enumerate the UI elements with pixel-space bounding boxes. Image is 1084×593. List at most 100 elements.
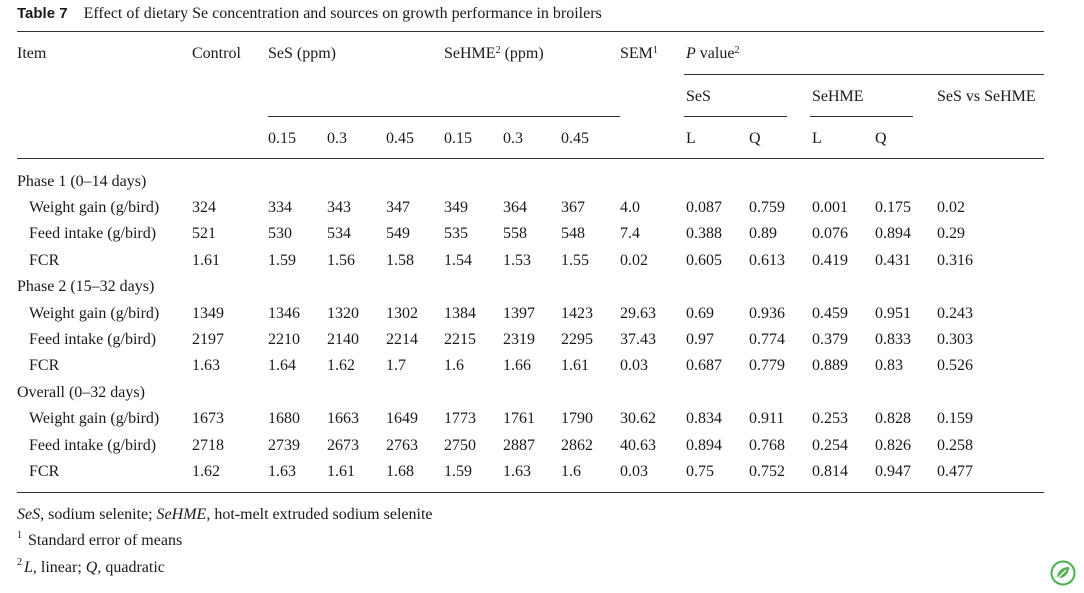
cell: 1397 bbox=[503, 305, 535, 322]
cell: 0.076 bbox=[812, 225, 848, 242]
cell: 1680 bbox=[268, 410, 300, 427]
cell: 1.58 bbox=[386, 252, 414, 269]
header-sem: SEM1 bbox=[620, 45, 658, 62]
cell: 0.303 bbox=[937, 331, 973, 348]
top-rule bbox=[17, 31, 1044, 32]
header-control: Control bbox=[192, 45, 241, 62]
cell: 324 bbox=[192, 199, 216, 216]
cell: 2295 bbox=[561, 331, 593, 348]
cell: 530 bbox=[268, 225, 292, 242]
footnote-2: 2 L, linear; Q, quadratic bbox=[17, 557, 165, 576]
cell: 521 bbox=[192, 225, 216, 242]
header-sub-sehme: SeHME bbox=[812, 88, 864, 105]
cell: 0.316 bbox=[937, 252, 973, 269]
cell: 548 bbox=[561, 225, 585, 242]
cell: 1423 bbox=[561, 305, 593, 322]
cell: 1.63 bbox=[268, 463, 296, 480]
cell: 1.7 bbox=[386, 357, 406, 374]
cell: 0.459 bbox=[812, 305, 848, 322]
cell: 0.69 bbox=[686, 305, 714, 322]
cell: 1.54 bbox=[444, 252, 472, 269]
footnote-1: 1 Standard error of means bbox=[17, 530, 183, 549]
cell: 4.0 bbox=[620, 199, 640, 216]
row-item: Feed intake (g/bird) bbox=[29, 225, 157, 242]
cell: 1.61 bbox=[327, 463, 355, 480]
header-sub-ses: SeS bbox=[686, 88, 711, 105]
header-l: L bbox=[686, 130, 696, 147]
row-item: FCR bbox=[29, 463, 60, 480]
cell: 2673 bbox=[327, 437, 359, 454]
header-level: 0.15 bbox=[268, 130, 296, 147]
cell: 1.62 bbox=[192, 463, 220, 480]
cell: 0.834 bbox=[686, 410, 722, 427]
cell: 0.29 bbox=[937, 225, 965, 242]
cell: 1.66 bbox=[503, 357, 531, 374]
cell: 1.61 bbox=[192, 252, 220, 269]
cell: 0.894 bbox=[875, 225, 911, 242]
header-level: 0.45 bbox=[561, 130, 589, 147]
cell: 0.253 bbox=[812, 410, 848, 427]
cell: 0.814 bbox=[812, 463, 848, 480]
cell: 0.03 bbox=[620, 357, 648, 374]
cell: 37.43 bbox=[620, 331, 656, 348]
cell: 1346 bbox=[268, 305, 300, 322]
cell: 2862 bbox=[561, 437, 593, 454]
levels-underline bbox=[268, 116, 620, 117]
cell: 1.53 bbox=[503, 252, 531, 269]
cell: 534 bbox=[327, 225, 351, 242]
cell: 1.59 bbox=[444, 463, 472, 480]
cell: 2887 bbox=[503, 437, 535, 454]
cell: 334 bbox=[268, 199, 292, 216]
cell: 1673 bbox=[192, 410, 224, 427]
cell: 1.63 bbox=[503, 463, 531, 480]
cell: 0.613 bbox=[749, 252, 785, 269]
cell: 0.752 bbox=[749, 463, 785, 480]
header-sehme-ppm: SeHME2 (ppm) bbox=[444, 45, 544, 62]
table-title: Effect of dietary Se concentration and s… bbox=[83, 5, 602, 22]
cell: 1.62 bbox=[327, 357, 355, 374]
cell: 0.431 bbox=[875, 252, 911, 269]
cell: 0.75 bbox=[686, 463, 714, 480]
cell: 349 bbox=[444, 199, 468, 216]
cell: 367 bbox=[561, 199, 585, 216]
cell: 0.83 bbox=[875, 357, 903, 374]
cell: 364 bbox=[503, 199, 527, 216]
header-p-value: P value2 bbox=[686, 45, 740, 62]
cell: 0.605 bbox=[686, 252, 722, 269]
cell: 2215 bbox=[444, 331, 476, 348]
cell: 1773 bbox=[444, 410, 476, 427]
cell: 0.951 bbox=[875, 305, 911, 322]
cell: 558 bbox=[503, 225, 527, 242]
cell: 1.64 bbox=[268, 357, 296, 374]
cell: 0.833 bbox=[875, 331, 911, 348]
cell: 1663 bbox=[327, 410, 359, 427]
cell: 2319 bbox=[503, 331, 535, 348]
header-l: L bbox=[812, 130, 822, 147]
cell: 0.97 bbox=[686, 331, 714, 348]
cell: 2718 bbox=[192, 437, 224, 454]
cell: 0.02 bbox=[937, 199, 965, 216]
cell: 0.894 bbox=[686, 437, 722, 454]
cell: 0.889 bbox=[812, 357, 848, 374]
header-q: Q bbox=[875, 130, 887, 147]
cell: 0.936 bbox=[749, 305, 785, 322]
cell: 0.687 bbox=[686, 357, 722, 374]
cell: 549 bbox=[386, 225, 410, 242]
cell: 2210 bbox=[268, 331, 300, 348]
cell: 1.59 bbox=[268, 252, 296, 269]
row-item: Weight gain (g/bird) bbox=[29, 305, 160, 322]
pvalue-underline bbox=[684, 74, 1044, 75]
cell: 0.388 bbox=[686, 225, 722, 242]
section-title: Phase 1 (0–14 days) bbox=[17, 173, 147, 190]
cell: 2763 bbox=[386, 437, 418, 454]
cell: 1.6 bbox=[444, 357, 464, 374]
cell: 1.55 bbox=[561, 252, 589, 269]
row-item: Feed intake (g/bird) bbox=[29, 331, 157, 348]
cell: 347 bbox=[386, 199, 410, 216]
row-item: Weight gain (g/bird) bbox=[29, 199, 160, 216]
cell: 1384 bbox=[444, 305, 476, 322]
springer-leaf-icon bbox=[1050, 560, 1076, 586]
cell: 0.03 bbox=[620, 463, 648, 480]
cell: 535 bbox=[444, 225, 468, 242]
header-ses-ppm: SeS (ppm) bbox=[268, 45, 336, 62]
